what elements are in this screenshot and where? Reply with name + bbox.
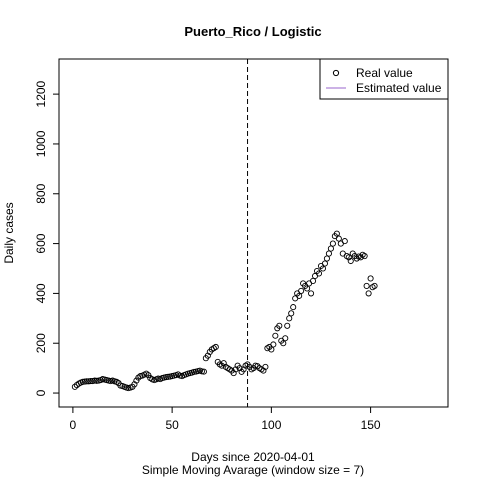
y-tick-label: 400 (34, 283, 48, 303)
data-point (363, 282, 370, 289)
data-point (321, 260, 328, 267)
data-point (315, 270, 323, 277)
data-point (298, 287, 305, 294)
data-point (341, 238, 348, 245)
x-tick-label: 150 (361, 418, 381, 432)
y-tick-label: 600 (34, 233, 48, 253)
data-point (87, 378, 94, 385)
data-point (85, 378, 92, 385)
data-point (268, 346, 275, 353)
y-axis-label: Daily cases (2, 202, 16, 263)
data-point (333, 230, 340, 237)
data-point (254, 363, 261, 370)
data-point (353, 255, 360, 262)
data-point (133, 377, 140, 384)
data-point (212, 343, 219, 351)
legend-label: Real value (356, 66, 413, 80)
data-point (335, 235, 342, 242)
data-point (93, 377, 100, 384)
legend-box (319, 58, 449, 100)
x-tick-label: 0 (70, 418, 77, 432)
data-point (361, 252, 368, 260)
data-point (308, 290, 315, 297)
data-point (365, 290, 372, 297)
data-point (319, 265, 327, 272)
data-point (296, 292, 303, 299)
data-point (200, 368, 207, 375)
data-point (270, 341, 277, 348)
data-point (272, 332, 279, 339)
y-tick-label: 200 (34, 333, 48, 353)
chart-title: Puerto_Rico / Logistic (184, 24, 321, 39)
data-point (276, 322, 283, 329)
data-point (165, 373, 172, 380)
y-tick-label: 1000 (34, 130, 48, 157)
x-tick-label: 50 (165, 418, 179, 432)
data-point (284, 322, 291, 329)
data-point (323, 255, 330, 262)
data-point (309, 277, 317, 285)
data-point (367, 275, 374, 282)
data-point (286, 315, 293, 322)
data-point (71, 383, 78, 390)
data-point (81, 378, 88, 385)
legend-symbol (332, 69, 340, 77)
data-point (347, 257, 354, 265)
data-point (371, 282, 378, 289)
data-point (91, 377, 98, 384)
data-point (282, 335, 289, 342)
data-point (262, 363, 269, 370)
data-point (327, 245, 334, 252)
data-point (329, 240, 336, 247)
data-point (304, 285, 311, 292)
data-point (145, 372, 152, 379)
data-point (83, 378, 90, 385)
x-tick-label: 100 (261, 418, 281, 432)
subtitle: Simple Moving Avarage (window size = 7) (142, 463, 364, 477)
data-point (198, 368, 205, 375)
y-tick-label: 800 (34, 183, 48, 203)
data-point (288, 310, 295, 317)
data-point (163, 374, 170, 381)
y-tick-label: 1200 (34, 80, 48, 107)
data-point (79, 378, 86, 385)
y-tick-label: 0 (34, 389, 48, 396)
data-point (290, 304, 297, 311)
data-point (325, 250, 332, 257)
x-axis-label: Days since 2020-04-01 (191, 450, 315, 464)
data-point (190, 368, 198, 375)
data-point (280, 340, 287, 347)
legend-label: Estimated value (356, 81, 442, 95)
